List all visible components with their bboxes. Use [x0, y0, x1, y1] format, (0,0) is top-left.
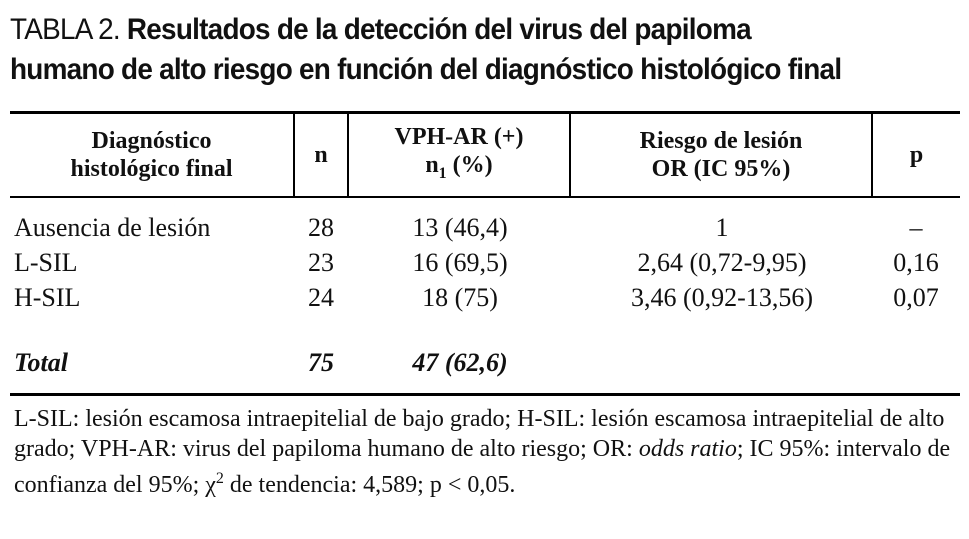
- header-riesgo: Riesgo de lesión OR (IC 95%): [571, 114, 871, 196]
- header-vph-pct: (%): [446, 151, 493, 178]
- footnote-chi-exponent: 2: [215, 470, 224, 487]
- row-3-or: 3,46 (0,92-13,56): [631, 283, 813, 312]
- header-vph-n: n: [425, 151, 439, 178]
- footnote-part-1: L-SIL: lesión escamosa intraepitelial de…: [14, 406, 945, 462]
- header-bottom-rule: [10, 196, 960, 198]
- header-p-text: p: [909, 142, 924, 168]
- table-caption: TABLA 2. Resultados de la detección del …: [10, 10, 894, 90]
- row-2-or: 2,64 (0,72-9,95): [637, 248, 807, 277]
- header-n-text: n: [314, 142, 328, 168]
- header-p: p: [873, 114, 960, 196]
- total-vph: 47 (62,6): [412, 348, 508, 377]
- footnote-part-3: de tendencia: 4,589; p < 0,05.: [223, 472, 516, 498]
- row-3-vph: 18 (75): [422, 283, 498, 312]
- header-vph: VPH-AR (+) n1 (%): [349, 114, 569, 196]
- row-2-p: 0,16: [893, 248, 939, 277]
- caption-line-1: TABLA 2. Resultados de la detección del …: [10, 10, 894, 50]
- row-1-p: –: [909, 213, 923, 242]
- header-or-line-2: OR (IC 95%): [651, 156, 791, 182]
- caption-text-line-1: Resultados de la detección del virus del…: [126, 13, 752, 46]
- header-n: n: [295, 114, 347, 196]
- header-diagnostico: Diagnóstico histológico final: [10, 114, 293, 196]
- total-n: 75: [308, 348, 334, 377]
- header-diag-line-2: histológico final: [70, 156, 233, 182]
- header-diag-line-1: Diagnóstico: [91, 128, 212, 154]
- footnote-odds-ratio: odds ratio: [638, 436, 737, 462]
- row-1-or: 1: [715, 213, 729, 242]
- header-or-line-1: Riesgo de lesión: [639, 128, 803, 154]
- row-1-diag: Ausencia de lesión: [14, 213, 211, 242]
- row-1-n: 28: [308, 213, 334, 242]
- table-label: TABLA 2.: [10, 13, 121, 46]
- table-footnote: L-SIL: lesión escamosa intraepitelial de…: [14, 404, 959, 500]
- column-divider-3: [569, 113, 571, 196]
- row-3-n: 24: [308, 283, 334, 312]
- header-vph-line-2: n1 (%): [395, 151, 524, 188]
- row-3-diag: H-SIL: [14, 283, 81, 312]
- bottom-rule: [10, 393, 960, 396]
- header-vph-sub: 1: [438, 164, 447, 182]
- column-divider-4: [871, 113, 873, 196]
- footnote-part-2: ; IC 95%: intervalo de confianza del 95%…: [14, 436, 951, 498]
- column-divider-2: [347, 113, 349, 196]
- row-2-vph: 16 (69,5): [412, 248, 508, 277]
- caption-text-line-2: humano de alto riesgo en función del dia…: [10, 53, 842, 86]
- header-vph-line-1: VPH-AR (+): [394, 123, 524, 150]
- top-rule: [10, 111, 960, 114]
- row-1-vph: 13 (46,4): [412, 213, 508, 242]
- row-3-p: 0,07: [893, 283, 939, 312]
- row-2-diag: L-SIL: [14, 248, 78, 277]
- column-divider-1: [293, 113, 295, 196]
- row-2-n: 23: [308, 248, 334, 277]
- total-label: Total: [14, 348, 68, 377]
